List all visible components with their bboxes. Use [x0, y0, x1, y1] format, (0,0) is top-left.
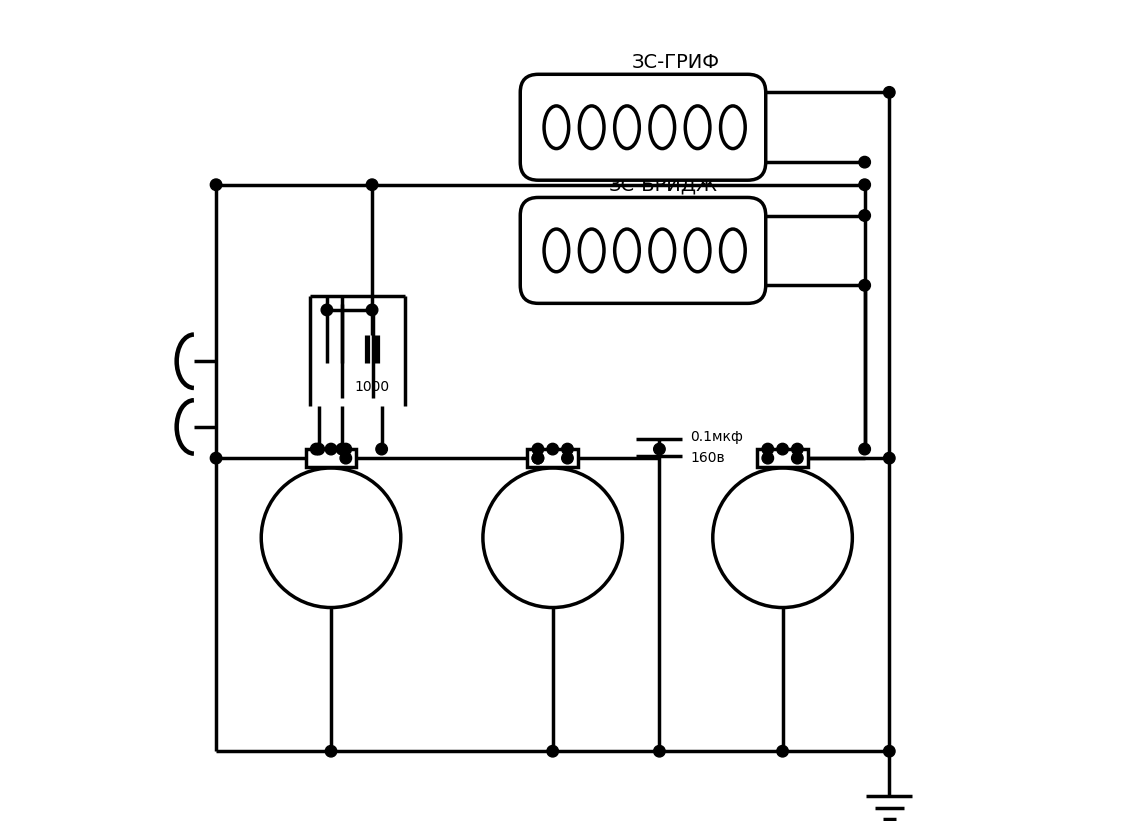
Circle shape	[884, 452, 895, 464]
Ellipse shape	[650, 229, 675, 272]
Text: ЗС-БРИДЖ: ЗС-БРИДЖ	[609, 176, 718, 195]
Circle shape	[653, 745, 666, 757]
Circle shape	[653, 443, 666, 455]
Circle shape	[313, 443, 324, 455]
Ellipse shape	[685, 229, 710, 272]
Circle shape	[776, 745, 789, 757]
FancyBboxPatch shape	[520, 198, 766, 304]
FancyBboxPatch shape	[520, 75, 766, 181]
Circle shape	[340, 452, 351, 464]
Circle shape	[311, 443, 322, 455]
Circle shape	[547, 745, 558, 757]
Circle shape	[859, 157, 870, 168]
Circle shape	[859, 210, 870, 222]
Bar	[528, 449, 579, 467]
Text: 0.1мкф: 0.1мкф	[690, 429, 744, 444]
Ellipse shape	[580, 229, 605, 272]
Circle shape	[547, 443, 558, 455]
Circle shape	[884, 87, 895, 99]
Circle shape	[713, 468, 852, 608]
Circle shape	[859, 280, 870, 291]
Circle shape	[532, 452, 544, 464]
Circle shape	[562, 443, 573, 455]
Circle shape	[792, 452, 803, 464]
Bar	[305, 449, 356, 467]
Circle shape	[762, 443, 774, 455]
Text: 100кОм: 100кОм	[297, 529, 365, 547]
Circle shape	[210, 452, 221, 464]
Circle shape	[340, 443, 351, 455]
Circle shape	[376, 443, 388, 455]
Circle shape	[366, 179, 377, 190]
Circle shape	[859, 443, 870, 455]
Ellipse shape	[650, 106, 675, 149]
Text: 1000: 1000	[355, 379, 390, 394]
Text: 160в: 160в	[690, 451, 725, 466]
Ellipse shape	[685, 106, 710, 149]
Circle shape	[337, 443, 348, 455]
Circle shape	[532, 443, 544, 455]
Text: ЗС-ГРИФ: ЗС-ГРИФ	[632, 53, 720, 72]
Circle shape	[483, 468, 623, 608]
Circle shape	[776, 443, 789, 455]
Ellipse shape	[544, 229, 568, 272]
Circle shape	[562, 452, 573, 464]
Circle shape	[762, 452, 774, 464]
Circle shape	[366, 305, 377, 316]
Circle shape	[325, 443, 337, 455]
Circle shape	[884, 745, 895, 757]
Ellipse shape	[544, 106, 568, 149]
Bar	[757, 449, 808, 467]
Circle shape	[210, 179, 221, 190]
Ellipse shape	[615, 229, 640, 272]
Text: 330кОм: 330кОм	[519, 529, 586, 547]
Circle shape	[321, 305, 332, 316]
Circle shape	[325, 745, 337, 757]
Text: 330кОм: 330кОм	[749, 529, 816, 547]
Circle shape	[792, 443, 803, 455]
Circle shape	[859, 179, 870, 190]
Circle shape	[261, 468, 401, 608]
Ellipse shape	[721, 229, 745, 272]
Ellipse shape	[615, 106, 640, 149]
Ellipse shape	[580, 106, 605, 149]
Ellipse shape	[721, 106, 745, 149]
Circle shape	[532, 452, 544, 464]
